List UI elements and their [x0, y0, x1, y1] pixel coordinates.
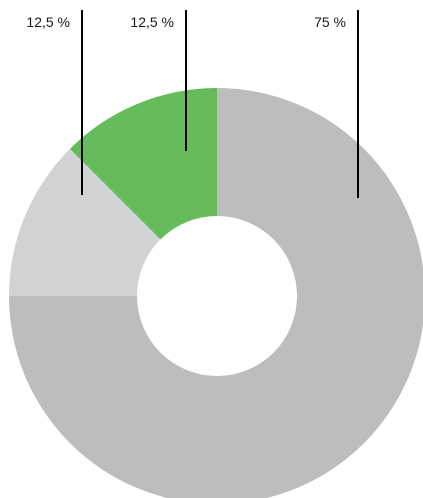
donut-slice-2	[69, 88, 218, 240]
donut-slices	[9, 88, 423, 498]
slice-label-2: 12,5 %	[130, 14, 174, 30]
slice-label-1: 12,5 %	[26, 14, 70, 30]
percentage-labels: 75 % 12,5 % 12,5 %	[26, 14, 346, 30]
label-leader-lines	[81, 10, 359, 198]
donut-slice-0	[9, 88, 423, 498]
slice-label-0: 75 %	[314, 14, 346, 30]
donut-slice-1	[9, 148, 161, 296]
